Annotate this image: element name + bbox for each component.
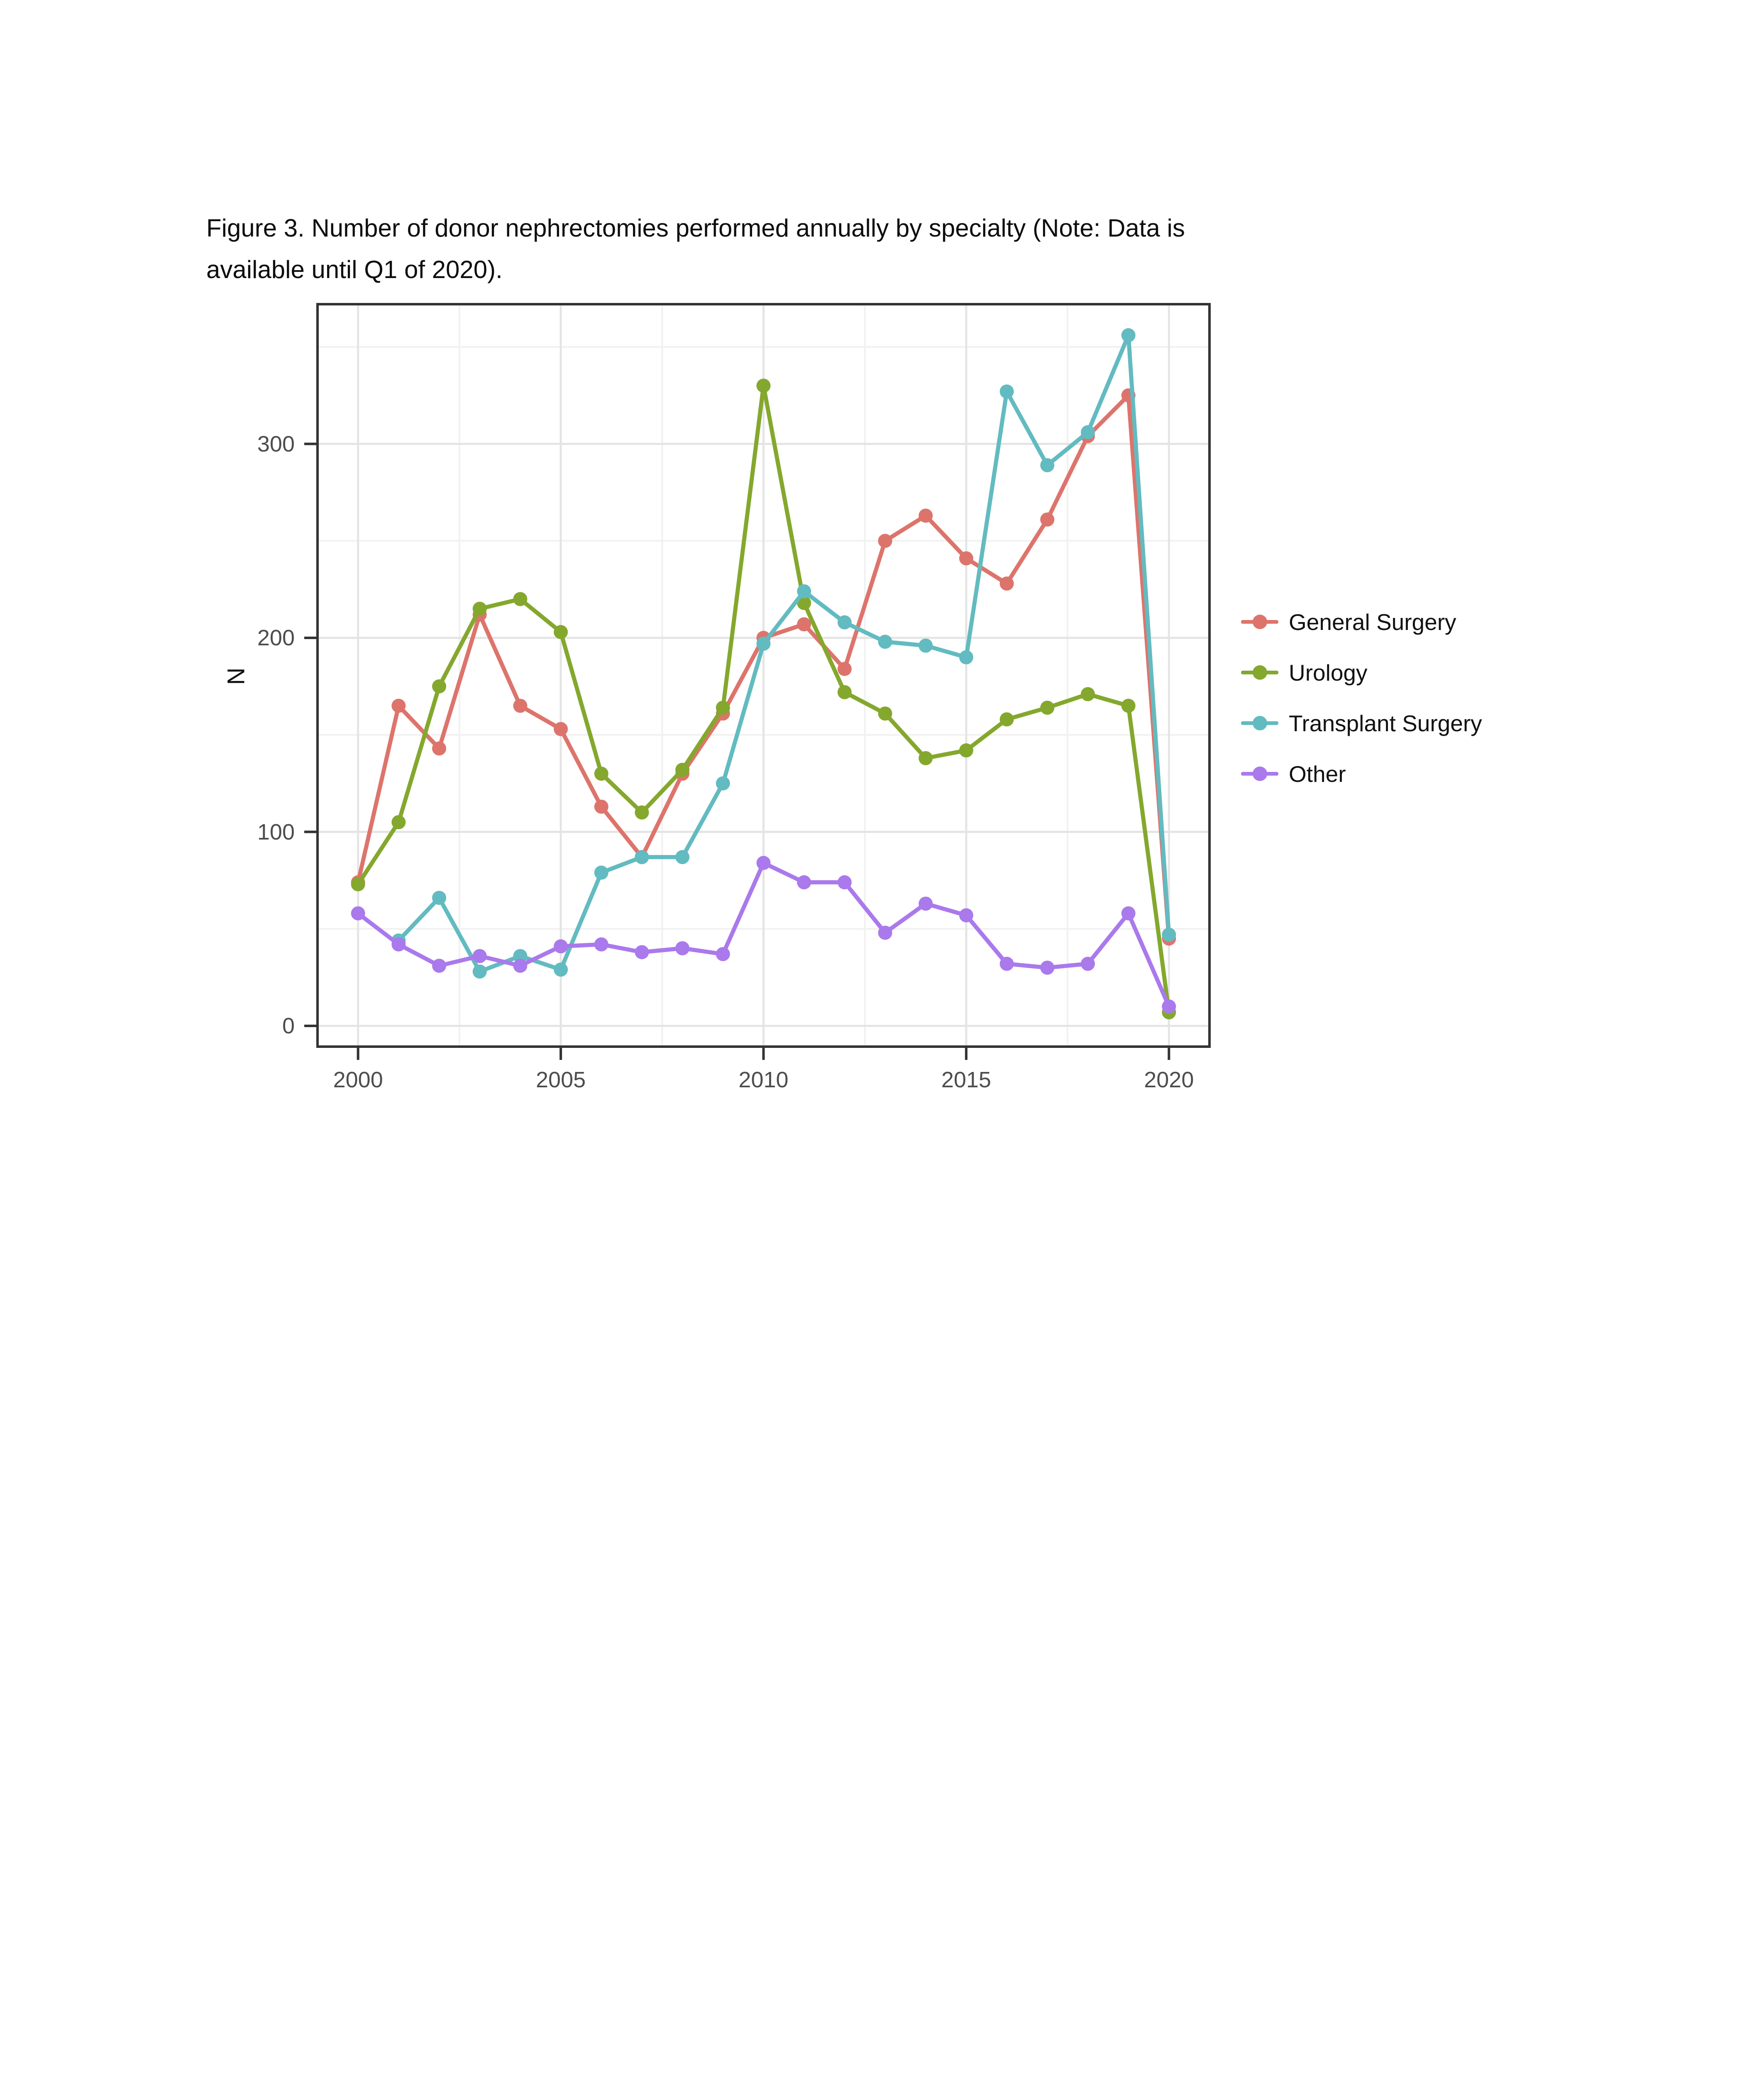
- legend-key-transplant-surgery-icon: [1241, 706, 1278, 741]
- y-tick-label-100: 100: [257, 819, 295, 845]
- y-tick-label-200: 200: [257, 625, 295, 651]
- legend-label-transplant-surgery: Transplant Surgery: [1289, 710, 1482, 736]
- y-tick-label-0: 0: [282, 1013, 295, 1038]
- chart-legend: General Surgery Urology Transplant Surge…: [1241, 604, 1482, 791]
- legend-key-urology-icon: [1241, 655, 1278, 690]
- x-tick-label-2010: 2010: [738, 1067, 789, 1092]
- legend-label-other: Other: [1289, 761, 1346, 787]
- legend-key-general-surgery-icon: [1241, 604, 1278, 640]
- y-axis-title: N: [222, 667, 250, 685]
- x-tick-label-2020: 2020: [1144, 1067, 1194, 1092]
- x-tick-label-2015: 2015: [941, 1067, 991, 1092]
- x-tick-label-2005: 2005: [536, 1067, 586, 1092]
- legend-item-transplant-surgery: Transplant Surgery: [1241, 706, 1482, 741]
- y-tick-label-300: 300: [257, 431, 295, 456]
- legend-item-general-surgery: General Surgery: [1241, 604, 1482, 640]
- legend-key-other-icon: [1241, 756, 1278, 791]
- x-tick-label-2000: 2000: [333, 1067, 383, 1092]
- legend-label-urology: Urology: [1289, 659, 1368, 686]
- figure-caption-line-1: Figure 3. Number of donor nephrectomies …: [206, 214, 1185, 242]
- legend-item-urology: Urology: [1241, 655, 1482, 690]
- figure-caption-line-2: available until Q1 of 2020).: [206, 256, 503, 283]
- legend-item-other: Other: [1241, 756, 1482, 791]
- legend-label-general-surgery: General Surgery: [1289, 609, 1456, 635]
